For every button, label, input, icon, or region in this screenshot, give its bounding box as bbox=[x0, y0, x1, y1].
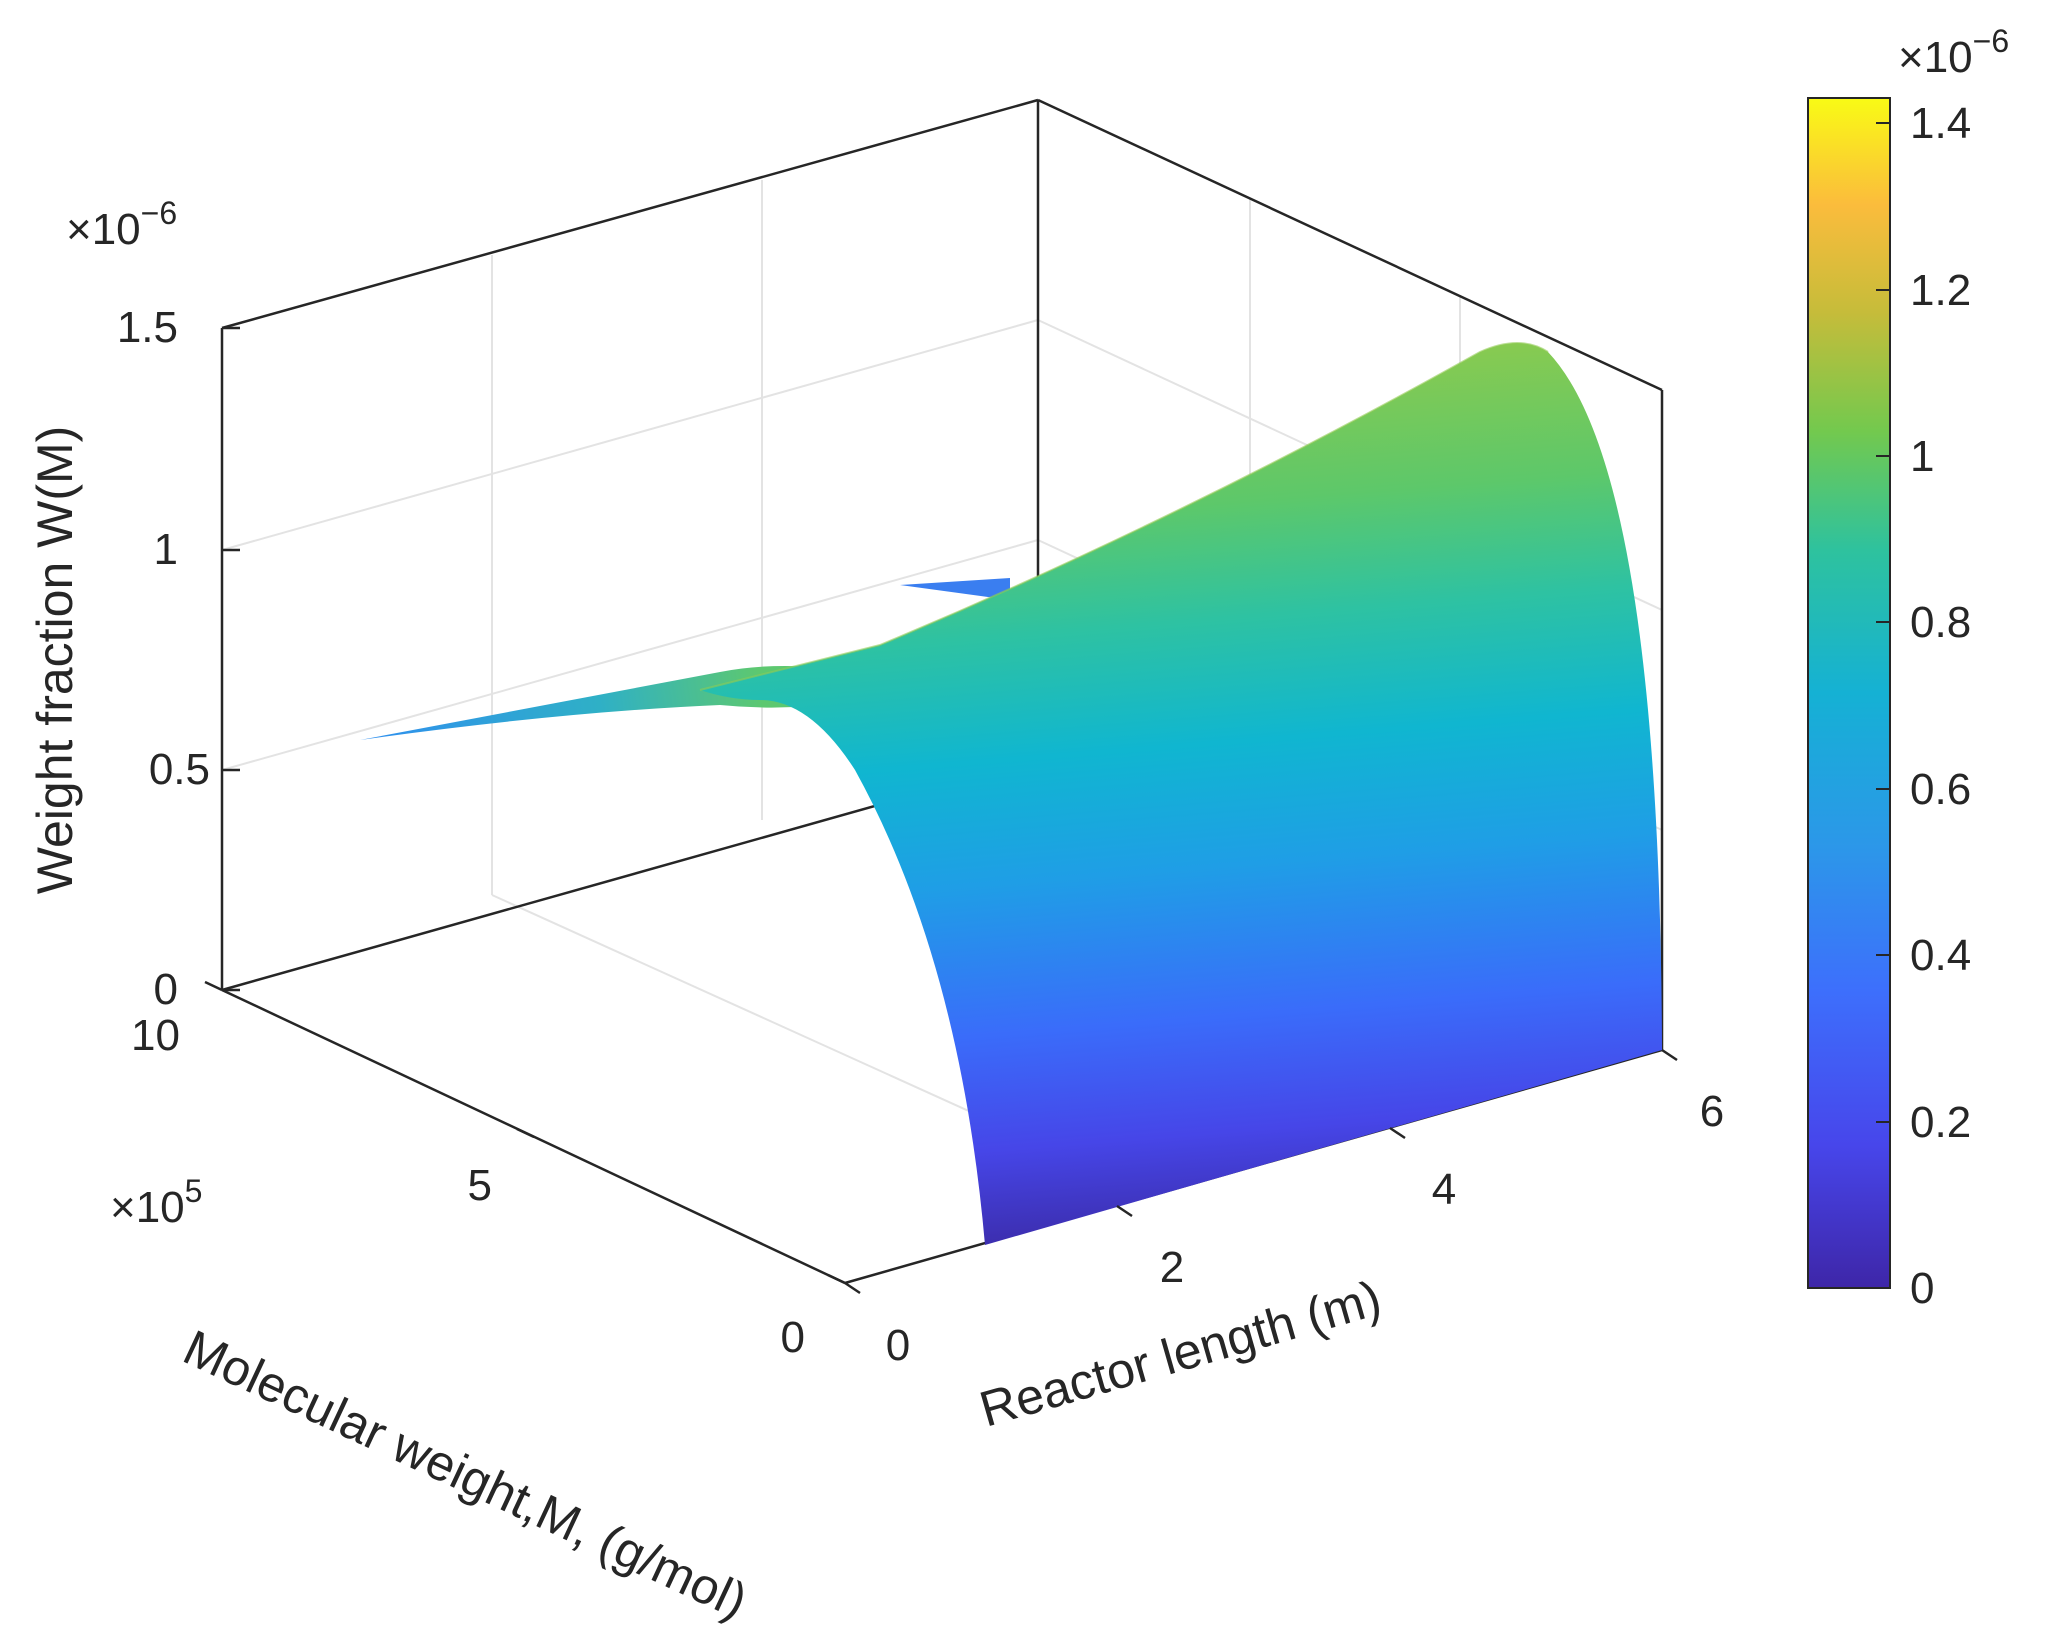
colorbar-tick-label: 0.4 bbox=[1910, 931, 1971, 980]
colorbar-tick-label: 0.8 bbox=[1910, 598, 1971, 647]
z-tick-label: 1 bbox=[154, 525, 178, 574]
y-axis-label: Molecular weight,M, (g/mol) bbox=[175, 1319, 755, 1629]
colorbar-tick-label: 0 bbox=[1910, 1264, 1934, 1313]
colorbar-tick-label: 1.4 bbox=[1910, 99, 1971, 148]
colorbar-gradient bbox=[1807, 97, 1891, 1289]
z-axis: 0 0.5 1 1.5 ×10−6 Weight fraction W(M) bbox=[27, 195, 240, 1014]
x-tick-label: 6 bbox=[1700, 1087, 1724, 1136]
y-tick-label: 5 bbox=[468, 1161, 492, 1210]
z-tick-label: 0.5 bbox=[149, 745, 210, 794]
x-axis-label: Reactor length (m) bbox=[974, 1270, 1387, 1438]
surface-tail-back bbox=[900, 578, 1010, 600]
x-tick-label: 0 bbox=[886, 1321, 910, 1370]
colorbar-tick-label: 0.6 bbox=[1910, 765, 1971, 814]
y-axis: 10 5 0 ×105 Molecular weight,M, (g/mol) bbox=[110, 980, 846, 1629]
y-tick-label: 10 bbox=[131, 1011, 180, 1060]
z-multiplier: ×10−6 bbox=[66, 195, 177, 254]
x-tick-label: 4 bbox=[1432, 1165, 1456, 1214]
surface-main bbox=[700, 343, 1662, 1245]
colorbar-tick-label: 1 bbox=[1910, 432, 1934, 481]
colorbar: 0 0.2 0.4 0.6 0.8 1 1.2 1.4 ×10−6 bbox=[1807, 23, 2009, 1313]
weight-fraction-surface bbox=[360, 342, 1662, 1245]
z-tick-label: 0 bbox=[154, 965, 178, 1014]
y-tick-label: 0 bbox=[781, 1313, 805, 1362]
y-multiplier: ×105 bbox=[110, 1173, 202, 1232]
colorbar-tick-label: 1.2 bbox=[1910, 266, 1971, 315]
surface-rim bbox=[699, 342, 1549, 691]
colorbar-multiplier: ×10−6 bbox=[1898, 23, 2009, 82]
z-axis-label: Weight fraction W(M) bbox=[27, 426, 83, 895]
z-tick-label: 1.5 bbox=[117, 303, 178, 352]
x-tick-label: 2 bbox=[1160, 1243, 1184, 1292]
colorbar-tick-label: 0.2 bbox=[1910, 1098, 1971, 1147]
